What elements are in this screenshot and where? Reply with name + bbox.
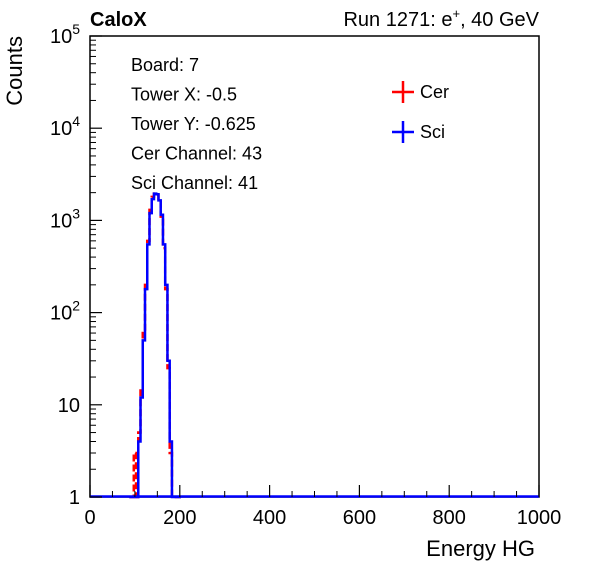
y-tick-label: 103 xyxy=(50,205,80,232)
x-tick-label: 800 xyxy=(433,507,466,529)
x-ticks: 0 200 400 600 800 1000 xyxy=(84,485,561,529)
x-tick-label: 0 xyxy=(84,507,95,529)
x-tick-label: 400 xyxy=(253,507,286,529)
y-tick-base: 10 xyxy=(50,118,72,140)
y-tick-label: 10 xyxy=(58,395,80,417)
info-line: Cer Channel: 43 xyxy=(131,144,262,164)
y-tick-label: 104 xyxy=(50,113,80,140)
y-tick-label: 1 xyxy=(69,487,80,509)
legend-label-sci: Sci xyxy=(420,122,445,142)
y-tick-exponent: 3 xyxy=(72,205,80,221)
y-tick-base: 1 xyxy=(69,487,80,509)
info-line: Board: 7 xyxy=(131,55,199,75)
y-tick-base: 10 xyxy=(50,303,72,325)
x-axis-title: Energy HG xyxy=(426,536,535,561)
info-box: Board: 7 Tower X: -0.5 Tower Y: -0.625 Cer … xyxy=(131,55,262,193)
run-info-label: Run 1271: e+, 40 GeV xyxy=(343,6,539,31)
run-info-prefix: Run 1271: e xyxy=(343,9,452,31)
info-line: Tower Y: -0.625 xyxy=(131,114,256,134)
legend: Cer Sci xyxy=(392,81,449,143)
series-line-sci xyxy=(129,192,181,499)
y-axis-title: Counts xyxy=(2,36,27,106)
x-tick-label: 600 xyxy=(343,507,376,529)
y-tick-base: 10 xyxy=(58,395,80,417)
legend-label-cer: Cer xyxy=(420,82,449,102)
x-tick-label: 1000 xyxy=(517,507,562,529)
run-info-superscript: + xyxy=(452,6,460,21)
y-tick-exponent: 2 xyxy=(72,298,80,314)
run-info-suffix: , 40 GeV xyxy=(460,9,540,31)
y-tick-label: 102 xyxy=(50,298,80,325)
experiment-label: CaloX xyxy=(90,9,147,31)
info-line: Tower X: -0.5 xyxy=(131,85,237,105)
y-tick-label: 105 xyxy=(50,21,80,48)
x-tick-label: 200 xyxy=(163,507,196,529)
plot-frame xyxy=(89,35,540,498)
y-tick-exponent: 5 xyxy=(72,21,80,37)
y-tick-exponent: 4 xyxy=(72,113,80,129)
series-layer xyxy=(90,192,539,499)
y-tick-base: 10 xyxy=(50,26,72,48)
info-line: Sci Channel: 41 xyxy=(131,173,258,193)
y-tick-base: 10 xyxy=(50,210,72,232)
